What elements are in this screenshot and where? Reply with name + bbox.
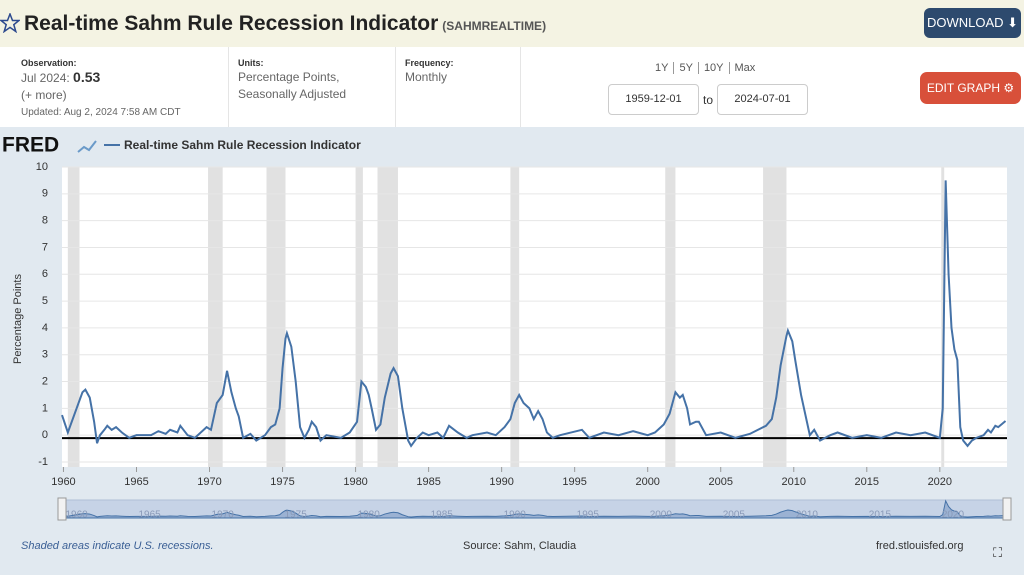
navigator-label: 2005: [723, 510, 746, 521]
recession-band: [355, 167, 363, 467]
range-1y[interactable]: 1Y: [655, 62, 669, 74]
recession-band: [941, 167, 945, 467]
recession-note: Shaded areas indicate U.S. recessions.: [21, 540, 214, 552]
series-title: Real-time Sahm Rule Recession Indicator(…: [24, 12, 546, 36]
legend-label: Real-time Sahm Rule Recession Indicator: [124, 138, 361, 152]
start-date[interactable]: 1959-12-01: [608, 84, 699, 115]
navigator-label: 1965: [138, 510, 161, 521]
chart: FRED Real-time Sahm Rule Recession Indic…: [2, 134, 1012, 521]
site-link[interactable]: fred.stlouisfed.org: [876, 540, 964, 552]
navigator-label: 1975: [285, 510, 308, 521]
recession-band: [67, 167, 80, 467]
y-tick-label: 10: [36, 161, 48, 173]
x-tick-label: 1995: [562, 476, 586, 488]
navigator-handle[interactable]: [1002, 497, 1012, 521]
navigator-label: 2020: [942, 510, 965, 521]
recession-band: [763, 167, 787, 467]
y-tick-label: 9: [42, 188, 48, 200]
y-tick-label: 2: [42, 375, 48, 387]
divider: [520, 47, 521, 127]
download-label: DOWNLOAD: [926, 15, 1004, 30]
download-button[interactable]: DOWNLOAD ⬇: [924, 8, 1021, 38]
navigator-label: 1985: [431, 510, 454, 521]
navigator-area: [61, 499, 1007, 519]
header: Real-time Sahm Rule Recession Indicator(…: [0, 0, 1024, 47]
x-tick-label: 1965: [124, 476, 148, 488]
y-tick-label: 7: [42, 241, 48, 253]
series-id: (SAHMREALTIME): [442, 19, 547, 33]
edit-label: EDIT GRAPH: [926, 81, 1001, 95]
navigator-label: 2000: [650, 510, 673, 521]
frequency-label: Frequency:: [405, 58, 454, 68]
x-tick-label: 1960: [51, 476, 75, 488]
updated-label: Updated:: [21, 107, 62, 118]
divider: [395, 47, 396, 127]
observation-label: Observation:: [21, 58, 77, 68]
y-tick-label: 1: [42, 402, 48, 414]
frequency: Frequency: Monthly: [405, 57, 454, 86]
navigator-label: 1970: [212, 510, 235, 521]
more-link[interactable]: (+ more): [21, 88, 67, 102]
observation-value: 0.53: [73, 69, 101, 85]
divider: [228, 47, 229, 127]
y-tick-label: 3: [42, 349, 48, 361]
fullscreen-icon[interactable]: ⛶: [993, 545, 1003, 560]
navigator-label: 1995: [577, 510, 600, 521]
x-tick-label: 2000: [635, 476, 659, 488]
range-max[interactable]: Max: [728, 62, 761, 74]
range-buttons: 1Y 5Y 10Y Max: [650, 62, 761, 74]
source: Source: Sahm, Claudia: [463, 540, 577, 552]
navigator-label: 1960: [65, 510, 88, 521]
x-tick-label: 1990: [489, 476, 513, 488]
x-tick-label: 2010: [782, 476, 806, 488]
units-line: Seasonally Adjusted: [238, 87, 347, 101]
units-label: Units:: [238, 58, 264, 68]
info-bar: Observation: Jul 2024: 0.53 (+ more) Upd…: [0, 47, 1024, 127]
edit-graph-button[interactable]: EDIT GRAPH ⚙: [920, 72, 1021, 104]
to-label: to: [703, 93, 714, 107]
y-tick-label: 6: [42, 268, 48, 280]
y-tick-label: 8: [42, 215, 48, 227]
series-line: [61, 180, 1007, 448]
x-tick-label: 2015: [855, 476, 879, 488]
x-tick-label: 1985: [416, 476, 440, 488]
logo-icon: [77, 140, 97, 153]
end-date[interactable]: 2024-07-01: [717, 84, 808, 115]
navigator-label: 1980: [358, 510, 381, 521]
x-tick-label: 2020: [928, 476, 952, 488]
plot-area: [62, 167, 1007, 467]
recession-band: [665, 167, 676, 467]
favorite-star[interactable]: [0, 13, 20, 33]
observation: Observation: Jul 2024: 0.53 (+ more) Upd…: [21, 57, 181, 121]
recession-band: [208, 167, 223, 467]
x-tick-label: 1980: [343, 476, 367, 488]
updated-value: Aug 2, 2024 7:58 AM CDT: [63, 107, 181, 118]
fred-logo: FRED: [2, 134, 59, 157]
y-tick-label: 0: [42, 429, 48, 441]
y-axis-label: Percentage Points: [12, 274, 24, 364]
navigator-handle[interactable]: [57, 497, 67, 521]
units: Units: Percentage Points, Seasonally Adj…: [238, 57, 346, 103]
title-text: Real-time Sahm Rule Recession Indicator: [24, 12, 439, 35]
x-tick-label: 1975: [270, 476, 294, 488]
recession-band: [510, 167, 520, 467]
x-tick-label: 1970: [197, 476, 221, 488]
y-tick-label: 5: [42, 295, 48, 307]
navigator-label: 2015: [869, 510, 892, 521]
range-5y[interactable]: 5Y: [673, 62, 698, 74]
units-line: Percentage Points,: [238, 70, 340, 84]
navigator-label: 1990: [504, 510, 527, 521]
recession-band: [377, 167, 398, 467]
range-10y[interactable]: 10Y: [697, 62, 729, 74]
x-tick-label: 2005: [708, 476, 732, 488]
observation-period: Jul 2024:: [21, 71, 70, 85]
frequency-value: Monthly: [405, 70, 448, 84]
y-tick-label: -1: [38, 456, 48, 468]
y-tick-label: 4: [42, 322, 48, 334]
navigator-label: 2010: [796, 510, 819, 521]
